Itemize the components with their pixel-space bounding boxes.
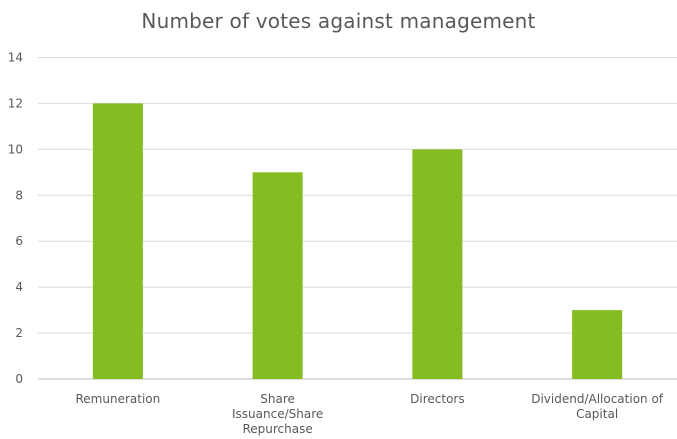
y-tick-label: 0	[15, 372, 23, 386]
x-category-label-line: Share	[260, 392, 295, 406]
y-tick-label: 10	[8, 142, 23, 156]
y-tick-label: 8	[15, 188, 23, 202]
x-category-label-line: Repurchase	[242, 422, 312, 436]
bar	[412, 149, 463, 379]
x-category-label: Directors	[410, 392, 464, 406]
y-tick-label: 2	[15, 326, 23, 340]
bar	[572, 310, 623, 379]
y-tick-label: 14	[8, 51, 23, 65]
y-tick-label: 12	[8, 96, 23, 110]
x-category-label: Share Issuance/Share Repurchase	[232, 392, 323, 436]
x-category-label-line: Capital	[576, 407, 618, 421]
bar	[252, 172, 303, 379]
x-category-label-line: Remuneration	[76, 392, 161, 406]
x-category-label: Dividend/Allocation of Capital	[531, 392, 664, 421]
x-category-label-line: Issuance/Share	[232, 407, 323, 421]
bar	[92, 103, 143, 379]
y-tick-label: 4	[15, 280, 23, 294]
chart-title: Number of votes against management	[141, 9, 536, 33]
x-category-label-line: Dividend/Allocation of	[531, 392, 664, 406]
x-category-label: Remuneration	[76, 392, 161, 406]
y-tick-label: 6	[15, 234, 23, 248]
x-category-label-line: Directors	[410, 392, 464, 406]
